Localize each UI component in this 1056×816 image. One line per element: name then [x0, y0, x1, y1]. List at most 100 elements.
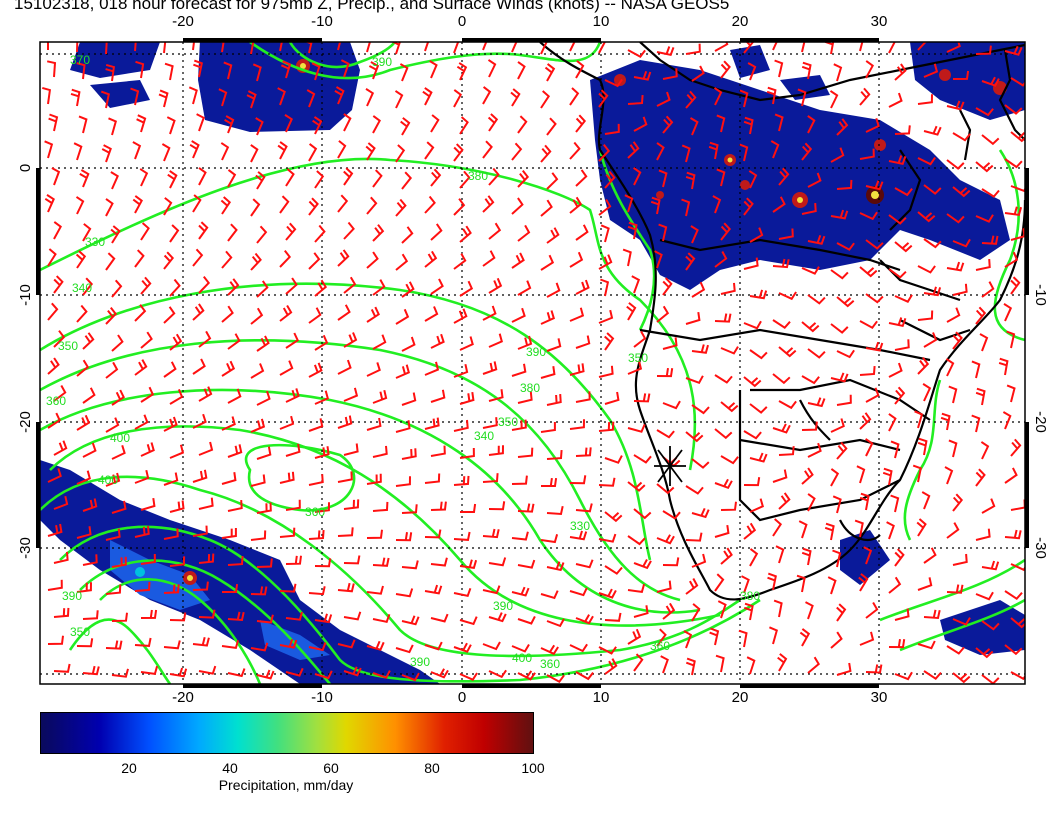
wind-barb [658, 223, 668, 242]
wind-barb [517, 670, 536, 681]
lat-tick-left: 0 [17, 164, 34, 172]
wind-barb [917, 577, 933, 591]
wind-barb [140, 222, 150, 241]
lat-tick-right: -30 [1032, 537, 1049, 559]
wind-barb [622, 248, 632, 267]
wind-barb [169, 224, 180, 243]
colorbar-tick: 20 [121, 760, 137, 776]
wind-barb [971, 414, 981, 433]
contour-label: 330 [570, 519, 590, 533]
wind-barb [772, 196, 786, 213]
wind-barb [604, 78, 623, 88]
wind-barb [743, 477, 761, 487]
wind-barb [691, 553, 707, 568]
wind-barb [923, 63, 939, 78]
contour-label: 340 [72, 281, 92, 295]
wind-barb [888, 92, 903, 108]
wind-barb [252, 63, 262, 82]
wind-barb [830, 147, 845, 163]
wind-barb [894, 241, 913, 253]
wind-barb [1002, 411, 1012, 430]
wind-barb [285, 388, 300, 403]
wind-barb [368, 61, 380, 80]
wind-barb [720, 547, 733, 565]
wind-barb [193, 59, 203, 78]
wind-barb [917, 310, 934, 321]
wind-barb [401, 615, 420, 626]
wind-barb [227, 169, 237, 188]
wind-barb [510, 88, 521, 107]
wind-barb [482, 361, 498, 375]
wind-barb [279, 471, 295, 484]
wind-barb [48, 113, 59, 132]
wind-barb [256, 225, 268, 244]
wind-barb [395, 588, 414, 598]
wind-barb [1004, 45, 1023, 56]
wind-barb [799, 628, 811, 647]
wind-barb [720, 346, 739, 355]
wind-barb [111, 279, 123, 298]
wind-barb [801, 547, 812, 566]
wind-barb [777, 653, 788, 672]
wind-barb [76, 304, 88, 323]
wind-barb [832, 549, 842, 568]
wind-barb [546, 618, 565, 628]
wind-barb [691, 507, 710, 519]
wind-barb [981, 76, 1000, 87]
wind-barb [391, 42, 401, 55]
wind-barb [44, 194, 55, 213]
wind-barb [424, 529, 442, 539]
wind-barb [105, 472, 121, 487]
wind-barb [540, 310, 556, 325]
wind-barb [459, 447, 475, 459]
wind-barb [372, 334, 387, 350]
wind-barb [219, 42, 225, 53]
wind-barb [769, 626, 778, 645]
wind-barb [76, 42, 79, 53]
wind-barb [633, 70, 652, 81]
wind-barb [256, 558, 273, 568]
wind-barb [105, 42, 108, 55]
contour-label: 350 [58, 339, 78, 353]
wind-barb [366, 362, 381, 377]
wind-barb [111, 556, 127, 568]
wind-barb [747, 62, 757, 81]
lat-tick-right: -20 [1032, 411, 1049, 433]
wind-barb [366, 585, 384, 595]
wind-barb [221, 305, 234, 323]
wind-barb [82, 610, 99, 620]
wind-barb [858, 573, 869, 592]
wind-barb [44, 140, 54, 159]
contour-label: 350 [70, 625, 90, 639]
wind-barb [888, 362, 903, 378]
wind-barb [656, 628, 667, 647]
wind-barb [76, 359, 90, 377]
wind-barb [600, 224, 610, 243]
wind-barb [395, 364, 410, 379]
wind-barb [946, 645, 965, 655]
wind-barb [770, 140, 780, 159]
wind-barb [854, 519, 864, 538]
wind-barb [47, 579, 63, 591]
wind-barb [798, 520, 808, 539]
wind-barb [47, 523, 63, 537]
wind-barb [163, 251, 175, 270]
wind-barb [691, 404, 710, 415]
wind-barb [546, 117, 557, 136]
wind-barb [70, 88, 81, 107]
wind-barb [859, 211, 878, 221]
wind-barb [163, 528, 179, 540]
wind-barb [453, 198, 466, 216]
wind-barb [627, 95, 644, 105]
wind-barb [859, 366, 876, 376]
wind-barb [482, 42, 488, 51]
wind-barb [658, 169, 668, 188]
wind-barb [47, 635, 64, 645]
wind-barb [598, 588, 617, 599]
wind-barb [401, 226, 414, 244]
wind-barb [917, 42, 927, 51]
wind-barb [459, 559, 478, 570]
wind-barb [511, 475, 528, 485]
wind-barb [778, 291, 797, 301]
wind-barb [365, 142, 376, 161]
